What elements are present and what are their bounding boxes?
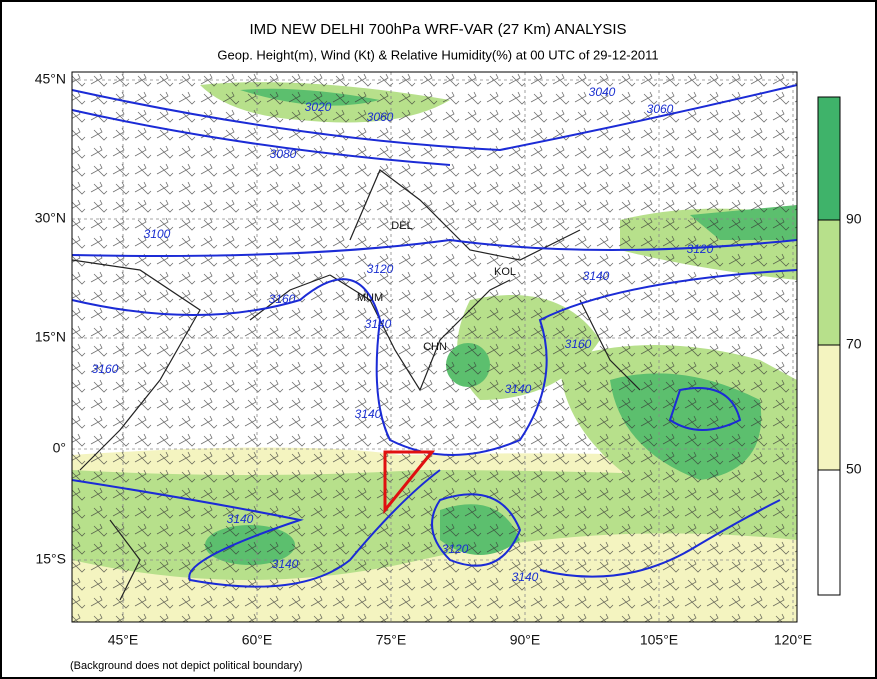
contour-label: 3140	[355, 407, 382, 421]
lat-label: 30°N	[35, 210, 66, 226]
footnote: (Background does not depict political bo…	[70, 660, 302, 672]
lat-label: 0°	[53, 440, 66, 456]
subtitle: Geop. Height(m), Wind (Kt) & Relative Hu…	[217, 47, 658, 62]
region-marker	[383, 450, 436, 515]
place-label: CHN	[423, 341, 447, 353]
colorbar-segment	[817, 96, 841, 221]
lon-label: 75°E	[376, 632, 407, 648]
contour-label: 3060	[647, 102, 674, 116]
graticule	[72, 72, 797, 622]
contour-label: 3140	[505, 382, 532, 396]
place-label: MUM	[357, 292, 383, 304]
contour-label: 3040	[589, 85, 616, 99]
contour-label: 3020	[305, 100, 332, 114]
contour-label: 3060	[367, 110, 394, 124]
lon-label: 60°E	[242, 632, 273, 648]
colorbar-label: 70	[846, 336, 862, 352]
lon-label: 90°E	[510, 632, 541, 648]
contour-label: 3140	[227, 512, 254, 526]
colorbar	[817, 96, 841, 596]
contour-label: 3160	[565, 337, 592, 351]
lat-label: 15°N	[35, 329, 66, 345]
place-label: DEL	[391, 220, 412, 232]
lat-label: 45°N	[35, 71, 66, 87]
contour-label: 3160	[269, 292, 296, 306]
colorbar-segment	[817, 219, 841, 346]
place-label: KOL	[494, 266, 516, 278]
lon-label: 120°E	[774, 632, 812, 648]
colorbar-segment	[817, 344, 841, 471]
contour-label: 3120	[367, 262, 394, 276]
contours	[71, 84, 798, 588]
contour-label: 3140	[272, 557, 299, 571]
lon-label: 105°E	[640, 632, 678, 648]
contour-label: 3160	[92, 362, 119, 376]
lon-label: 45°E	[108, 632, 139, 648]
contour-label: 3120	[687, 242, 714, 256]
contour-label: 3080	[270, 147, 297, 161]
title: IMD NEW DELHI 700hPa WRF-VAR (27 Km) ANA…	[249, 21, 626, 38]
contour-label: 3100	[144, 227, 171, 241]
contour-label: 3140	[512, 570, 539, 584]
colorbar-label: 50	[846, 461, 862, 477]
map-border	[71, 71, 798, 623]
lat-label: 15°S	[35, 551, 66, 567]
map	[71, 71, 798, 623]
contour-label: 3140	[583, 269, 610, 283]
contour-label: 3140	[365, 317, 392, 331]
colorbar-label: 90	[846, 211, 862, 227]
coastline	[71, 169, 641, 601]
contour-label: 3120	[442, 542, 469, 556]
colorbar-segment	[817, 469, 841, 596]
